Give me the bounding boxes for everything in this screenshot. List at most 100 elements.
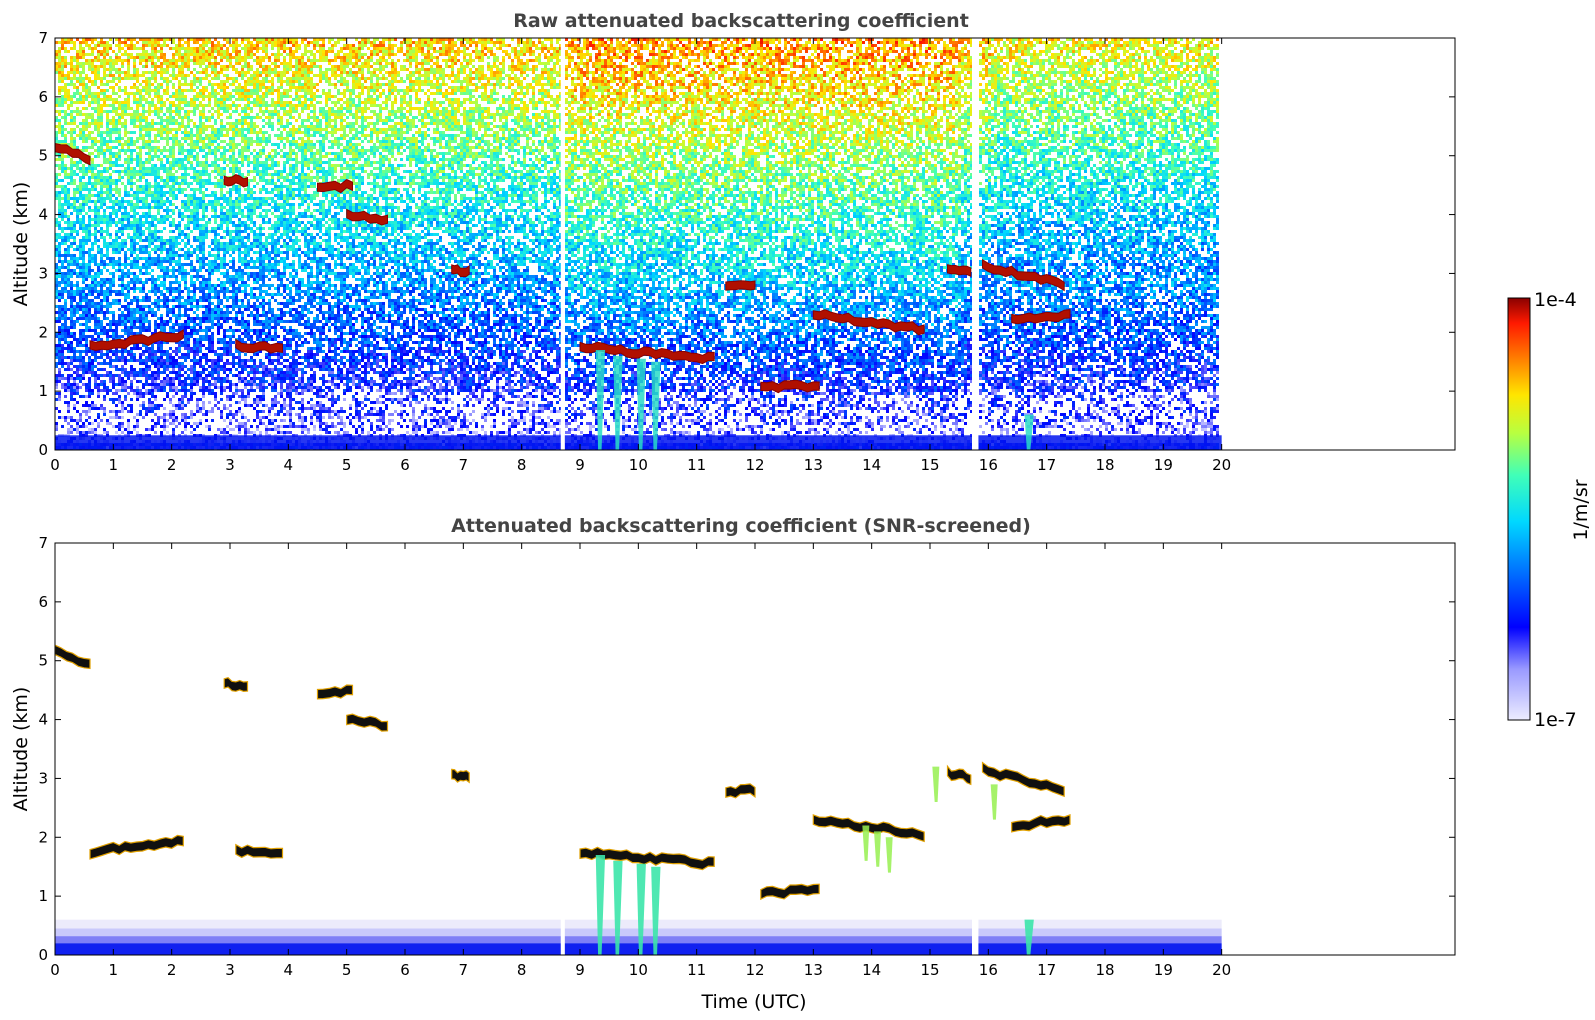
raw-cell	[496, 68, 499, 71]
raw-cell	[670, 77, 673, 80]
raw-cell	[877, 41, 880, 44]
raw-cell	[622, 68, 625, 71]
raw-cell	[601, 59, 604, 62]
raw-cell	[1210, 68, 1213, 71]
raw-cell	[208, 41, 211, 44]
raw-cell	[235, 59, 238, 62]
raw-cell	[598, 74, 601, 77]
raw-cell	[475, 53, 478, 56]
raw-cell	[703, 47, 706, 50]
raw-cell	[1150, 77, 1153, 80]
raw-cell	[820, 59, 823, 62]
raw-cell	[694, 74, 697, 77]
raw-cell	[145, 71, 148, 74]
raw-cell	[862, 71, 865, 74]
raw-cell	[256, 71, 259, 74]
raw-cell	[331, 65, 334, 68]
raw-cell	[799, 65, 802, 68]
raw-cell	[214, 50, 217, 53]
raw-cell	[295, 47, 298, 50]
raw-cell	[283, 50, 286, 53]
raw-cell	[910, 65, 913, 68]
raw-cell	[118, 80, 121, 83]
raw-cell	[868, 53, 871, 56]
raw-cell	[733, 47, 736, 50]
raw-cell	[868, 47, 871, 50]
raw-cell	[628, 53, 631, 56]
raw-cell	[1210, 50, 1213, 53]
raw-cell	[475, 68, 478, 71]
raw-cell	[667, 47, 670, 50]
raw-cell	[409, 71, 412, 74]
raw-cell	[733, 59, 736, 62]
raw-cell	[163, 56, 166, 59]
raw-cell	[76, 77, 79, 80]
raw-cell	[790, 53, 793, 56]
raw-cell	[463, 53, 466, 56]
raw-cell	[1072, 71, 1075, 74]
raw-cell	[541, 68, 544, 71]
raw-cell	[736, 68, 739, 71]
raw-cell	[637, 50, 640, 53]
raw-cell	[391, 53, 394, 56]
raw-cell	[70, 80, 73, 83]
raw-cell	[1000, 65, 1003, 68]
raw-cell	[1198, 47, 1201, 50]
raw-cell	[373, 74, 376, 77]
raw-cell	[73, 71, 76, 74]
raw-cell	[256, 56, 259, 59]
raw-cell	[448, 56, 451, 59]
raw-cell	[544, 68, 547, 71]
raw-cell	[70, 47, 73, 50]
raw-cell	[415, 56, 418, 59]
raw-cell	[898, 65, 901, 68]
raw-cell	[226, 65, 229, 68]
raw-cell	[721, 59, 724, 62]
raw-cell	[430, 59, 433, 62]
raw-cell	[598, 65, 601, 68]
raw-cell	[994, 47, 997, 50]
raw-cell	[832, 41, 835, 44]
raw-cell	[979, 44, 982, 47]
raw-cell	[1198, 56, 1201, 59]
raw-cell	[166, 62, 169, 65]
raw-cell	[232, 77, 235, 80]
raw-cell	[421, 68, 424, 71]
raw-cell	[202, 68, 205, 71]
raw-cell	[997, 56, 1000, 59]
raw-cell	[832, 68, 835, 71]
raw-cell	[196, 41, 199, 44]
raw-cell	[838, 71, 841, 74]
raw-cell	[760, 71, 763, 74]
raw-cell	[1189, 50, 1192, 53]
raw-cell	[778, 41, 781, 44]
raw-cell	[556, 62, 559, 65]
raw-cell	[688, 59, 691, 62]
raw-cell	[1093, 71, 1096, 74]
raw-cell	[664, 56, 667, 59]
raw-cell	[565, 71, 568, 74]
raw-cell	[109, 47, 112, 50]
raw-cell	[199, 44, 202, 47]
raw-cell	[601, 71, 604, 74]
raw-cell	[343, 65, 346, 68]
raw-cell	[1204, 44, 1207, 47]
raw-cell	[139, 47, 142, 50]
raw-cell	[157, 56, 160, 59]
raw-cell	[721, 47, 724, 50]
raw-cell	[412, 50, 415, 53]
raw-cell	[700, 68, 703, 71]
raw-cell	[550, 77, 553, 80]
raw-cell	[640, 47, 643, 50]
raw-cell	[934, 56, 937, 59]
raw-cell	[1141, 68, 1144, 71]
raw-cell	[289, 56, 292, 59]
raw-cell	[718, 56, 721, 59]
raw-cell	[529, 47, 532, 50]
raw-cell	[859, 77, 862, 80]
raw-cell	[241, 71, 244, 74]
raw-cell	[328, 68, 331, 71]
raw-cell	[823, 41, 826, 44]
raw-cell	[952, 47, 955, 50]
raw-cell	[856, 59, 859, 62]
